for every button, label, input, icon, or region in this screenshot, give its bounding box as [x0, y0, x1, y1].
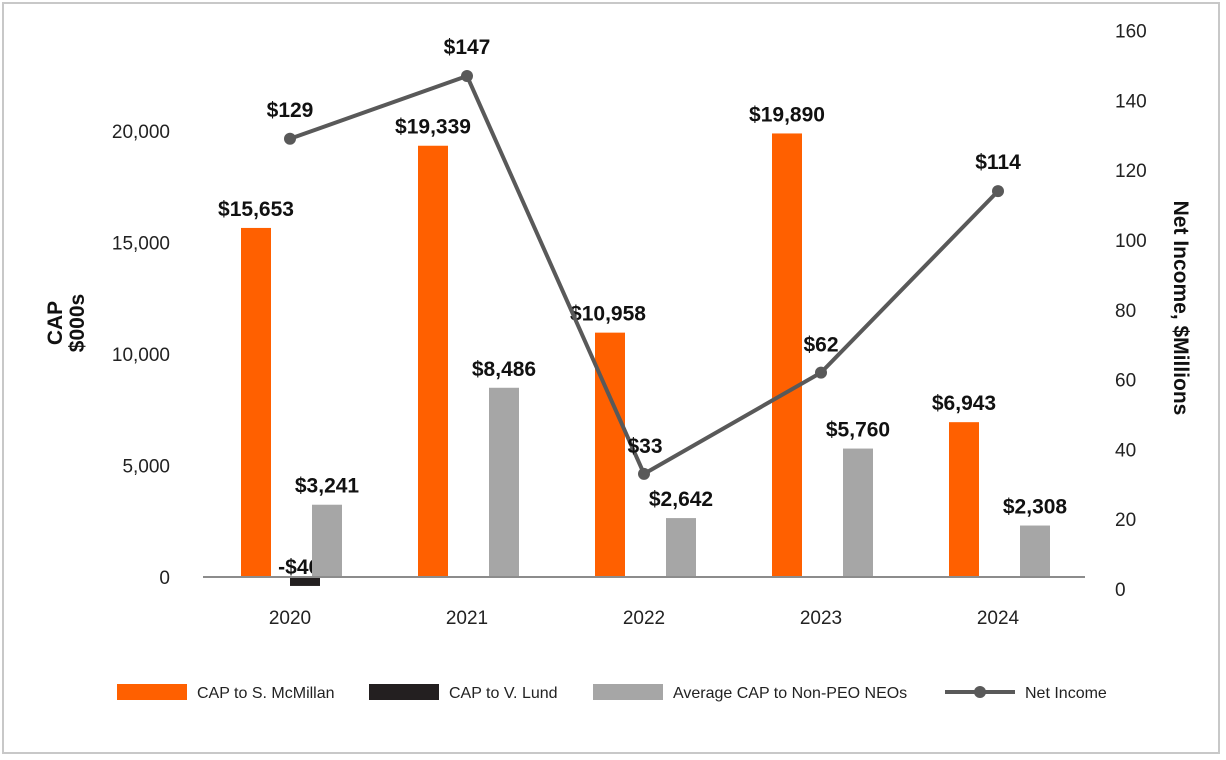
right-tick-label: 140	[1115, 91, 1147, 112]
net-income-point	[284, 132, 296, 145]
bar	[489, 387, 519, 577]
data-label: $8,486	[472, 358, 536, 381]
right-axis-title: Net Income, $Millions	[1169, 201, 1192, 416]
bar	[1020, 525, 1050, 577]
net-income-label: $33	[627, 435, 662, 458]
net-income-label: $147	[444, 36, 491, 59]
right-tick-label: 80	[1115, 301, 1136, 322]
legend-swatch	[593, 684, 663, 700]
bar	[241, 227, 271, 577]
x-tick-label: 2024	[977, 608, 1020, 629]
net-income-label: $62	[803, 334, 838, 357]
legend-label: Average CAP to Non-PEO NEOs	[673, 685, 907, 702]
net-income-label: $114	[975, 151, 1021, 174]
left-axis-title: $000s	[66, 294, 89, 352]
right-tick-label: 160	[1115, 22, 1147, 43]
legend-label: Net Income	[1025, 685, 1107, 702]
net-income-point	[815, 366, 827, 379]
right-tick-label: 100	[1115, 231, 1147, 252]
data-label: $2,642	[649, 488, 713, 511]
x-tick-label: 2021	[446, 608, 488, 629]
data-label: $3,241	[295, 475, 360, 498]
data-label: $6,943	[932, 392, 996, 415]
bar	[666, 518, 696, 577]
data-label: $19,339	[395, 116, 471, 139]
legend-swatch	[369, 684, 439, 700]
left-axis-title: CAP	[44, 301, 67, 345]
bar	[290, 577, 320, 586]
net-income-point	[992, 185, 1004, 198]
left-tick-label: 5,000	[122, 457, 170, 478]
legend-label: CAP to V. Lund	[449, 685, 558, 702]
net-income-label: $129	[267, 99, 314, 122]
x-tick-label: 2022	[623, 608, 665, 629]
data-label: $10,958	[570, 303, 646, 326]
bar	[418, 145, 448, 577]
right-tick-label: 20	[1115, 510, 1136, 531]
x-tick-label: 2020	[269, 608, 311, 629]
bar	[312, 504, 342, 577]
right-tick-label: 40	[1115, 440, 1136, 461]
legend-marker	[974, 686, 986, 698]
legend-swatch	[117, 684, 187, 700]
data-label: $2,308	[1003, 496, 1068, 519]
data-label: $5,760	[826, 419, 890, 442]
data-label: $19,890	[749, 103, 825, 126]
bar	[772, 133, 802, 577]
bar	[949, 422, 979, 577]
right-tick-label: 0	[1115, 580, 1126, 601]
right-tick-label: 120	[1115, 161, 1147, 182]
bar	[843, 448, 873, 577]
x-tick-label: 2023	[800, 608, 842, 629]
left-tick-label: 0	[159, 568, 170, 589]
legend-label: CAP to S. McMillan	[197, 685, 335, 702]
left-tick-label: 20,000	[112, 122, 170, 143]
data-label: $15,653	[218, 198, 294, 221]
left-tick-label: 15,000	[112, 234, 170, 255]
net-income-point	[638, 467, 650, 480]
net-income-point	[461, 69, 473, 82]
left-tick-label: 10,000	[112, 345, 170, 366]
right-tick-label: 60	[1115, 371, 1136, 392]
